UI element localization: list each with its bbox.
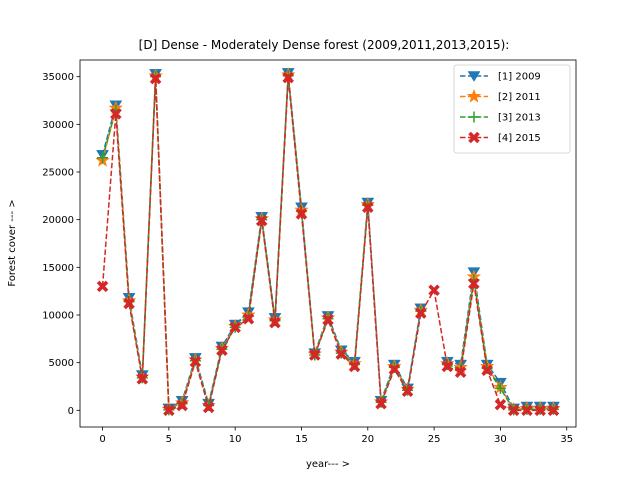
legend-marker (467, 71, 481, 82)
y-tick-label: 20000 (42, 215, 74, 226)
x-tick-label: 25 (428, 434, 441, 445)
y-tick-label: 25000 (42, 168, 74, 179)
data-point (494, 382, 506, 394)
series-4 (96, 71, 560, 417)
legend-box (453, 64, 571, 154)
data-point (361, 201, 374, 214)
chart-title: [D] Dense - Moderately Dense forest (200… (139, 38, 510, 52)
x-tick-label: 0 (99, 434, 105, 445)
legend: [1] 2009 [2] 2011 [3] 2013 [4] 2015 (453, 64, 571, 154)
data-point (534, 404, 547, 417)
y-tick-label: 15000 (42, 263, 74, 274)
data-point (202, 401, 215, 414)
data-point (109, 108, 122, 120)
plot-frame (79, 59, 577, 428)
x-tick-label: 10 (229, 434, 242, 445)
y-tick-label: 35000 (42, 72, 74, 83)
legend-marker (468, 131, 480, 144)
data-point (163, 404, 175, 417)
x-tick-label: 15 (295, 434, 308, 445)
legend-label: [4] 2015 (498, 133, 541, 144)
data-point (521, 404, 533, 417)
data-point (454, 366, 467, 379)
x-axis: 0 5 10 15 20 25 30 35 (99, 427, 573, 445)
data-point (348, 360, 361, 373)
data-point (295, 208, 308, 220)
data-point (136, 373, 149, 385)
data-point (322, 313, 334, 326)
data-point (96, 280, 109, 293)
data-point (441, 360, 454, 373)
data-point (547, 404, 560, 417)
data-point (176, 399, 188, 412)
x-tick-label: 20 (361, 434, 374, 445)
data-point (149, 72, 162, 85)
series-line (447, 276, 554, 411)
data-point (414, 307, 427, 319)
data-point (507, 404, 520, 417)
data-point (375, 397, 387, 410)
data-point (308, 349, 321, 361)
y-tick-label: 30000 (42, 120, 74, 131)
data-point (189, 355, 202, 368)
data-point (255, 214, 268, 227)
data-point (229, 321, 242, 334)
legend-item: [3] 2013 (460, 111, 541, 124)
data-point (123, 297, 135, 310)
legend-item: [1] 2009 (460, 71, 541, 83)
legend-label: [2] 2011 (498, 92, 541, 103)
legend-label: [3] 2013 (498, 113, 541, 124)
data-point (481, 364, 493, 377)
data-point (388, 363, 401, 376)
data-point (216, 344, 228, 357)
x-axis-label: year--- > (306, 459, 350, 470)
series-layer (95, 67, 561, 417)
plot-area (79, 59, 577, 428)
legend-item: [4] 2015 (460, 131, 541, 144)
data-point (494, 398, 507, 411)
data-point (428, 284, 440, 297)
legend-marker (466, 88, 482, 103)
data-point (282, 71, 295, 84)
y-axis-label: Forest cover --- > (7, 199, 18, 286)
data-point (401, 385, 414, 398)
x-tick-label: 5 (166, 434, 172, 445)
data-point (468, 277, 480, 290)
x-tick-label: 35 (560, 434, 573, 445)
data-point (335, 348, 348, 360)
legend-marker (468, 111, 480, 123)
y-axis: 0 5000 10000 15000 20000 25000 30000 35000 (42, 72, 80, 417)
legend-label: [1] 2009 (498, 72, 541, 83)
y-tick-label: 10000 (42, 310, 74, 321)
x-tick-label: 30 (494, 434, 507, 445)
data-point (269, 316, 281, 329)
y-tick-label: 5000 (49, 358, 74, 369)
legend-item: [2] 2011 (460, 88, 541, 103)
y-tick-label: 0 (68, 406, 74, 417)
data-point (242, 312, 255, 325)
data-point (97, 152, 109, 164)
